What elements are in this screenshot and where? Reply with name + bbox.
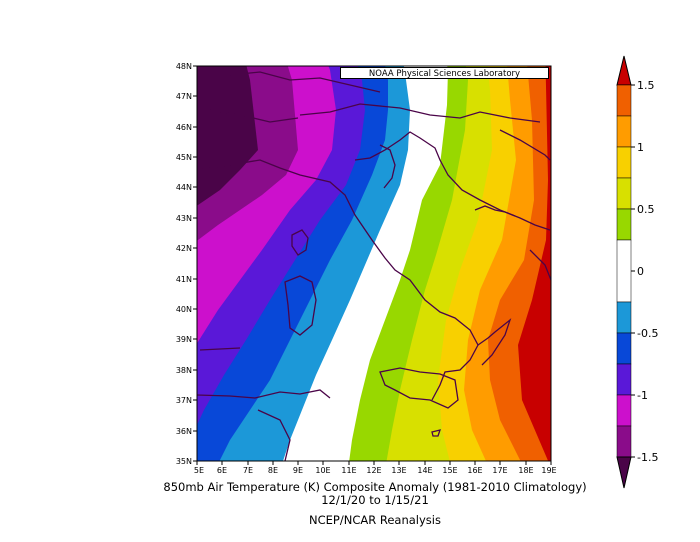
lat-tick-label: 35N [176, 457, 192, 466]
lat-tick-label: 46N [176, 123, 192, 132]
colorbar-label: 1.5 [637, 79, 655, 92]
lon-tick-label: 16E [467, 466, 482, 475]
colorbar-swatch [616, 177, 632, 210]
colorbar-label: -1 [637, 389, 648, 402]
lat-tick-label: 43N [176, 214, 192, 223]
lat-tick-label: 38N [176, 366, 192, 375]
colorbar-min-arrow [616, 456, 632, 489]
lon-tick-label: 15E [442, 466, 457, 475]
lon-tick-label: 5E [194, 466, 204, 475]
lat-tick-label: 44N [176, 183, 192, 192]
colorbar-swatch [616, 115, 632, 148]
lon-tick-label: 14E [417, 466, 432, 475]
credit-label: NOAA Physical Sciences Laboratory [340, 67, 549, 79]
lat-tick-label: 47N [176, 92, 192, 101]
lon-tick-label: 12E [366, 466, 381, 475]
lat-tick-label: 48N [176, 62, 192, 71]
lon-tick-label: 10E [315, 466, 330, 475]
colorbar-swatch [616, 301, 632, 334]
anomaly-bands [197, 66, 551, 461]
lon-tick-label: 8E [268, 466, 278, 475]
date-range: 12/1/20 to 1/15/21 [321, 493, 429, 507]
colorbar-label: 1 [637, 141, 644, 154]
colorbar-swatch [616, 394, 632, 427]
lat-tick-label: 41N [176, 275, 192, 284]
lat-tick-label: 37N [176, 396, 192, 405]
lon-tick-label: 9E [293, 466, 303, 475]
colorbar-swatch [616, 84, 632, 117]
lon-tick-label: 7E [243, 466, 253, 475]
colorbar-label: -1.5 [637, 451, 658, 464]
colorbar-label: 0 [637, 265, 644, 278]
data-source: NCEP/NCAR Reanalysis [309, 513, 441, 527]
colorbar [616, 55, 635, 489]
colorbar-max-arrow [616, 55, 632, 86]
lon-tick-label: 17E [492, 466, 507, 475]
colorbar-label: 0.5 [637, 203, 655, 216]
band-below-minus1.5 [197, 66, 258, 206]
lat-tick-label: 45N [176, 153, 192, 162]
lat-tick-label: 39N [176, 335, 192, 344]
colorbar-label: -0.5 [637, 327, 658, 340]
lon-axis [196, 461, 552, 465]
colorbar-swatch [616, 208, 632, 241]
lon-tick-label: 13E [391, 466, 406, 475]
figure-title: 850mb Air Temperature (K) Composite Anom… [163, 480, 587, 494]
lon-tick-label: 19E [541, 466, 556, 475]
lat-axis [193, 65, 197, 462]
lat-tick-label: 36N [176, 427, 192, 436]
lon-tick-label: 18E [518, 466, 533, 475]
colorbar-swatch [616, 332, 632, 365]
colorbar-swatch [616, 363, 632, 396]
colorbar-swatch [616, 425, 632, 458]
colorbar-swatch [616, 239, 632, 303]
lat-tick-label: 40N [176, 305, 192, 314]
lon-tick-label: 6E [217, 466, 227, 475]
colorbar-swatch [616, 146, 632, 179]
lon-tick-label: 11E [341, 466, 356, 475]
coastlines [197, 71, 551, 461]
lat-tick-label: 42N [176, 244, 192, 253]
